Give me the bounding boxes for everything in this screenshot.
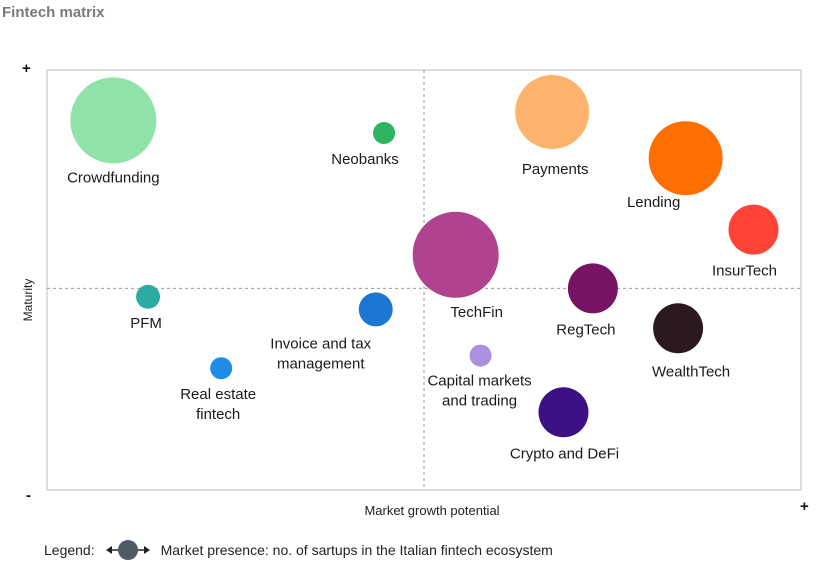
bubble-techfin (412, 211, 499, 298)
x-axis-label: Market growth potential (364, 503, 499, 518)
bubble-wealthtech (653, 303, 704, 354)
legend-text: Market presence: no. of sartups in the I… (160, 542, 553, 558)
legend-size-icon (105, 540, 150, 560)
bubble-chart: + - + Market growth potential Maturity Crowdf… (21, 60, 809, 518)
bubble-label-lending: Lending (627, 194, 680, 211)
chart-title: Fintech matrix (2, 4, 105, 21)
y-axis-low-marker: - (26, 487, 31, 504)
bubble-label-capital-markets-and-trading: Capital markets (427, 373, 531, 390)
bubble-neobanks (373, 122, 396, 144)
bubble-label-crowdfunding: Crowdfunding (67, 169, 160, 186)
bubble-label-techfin: TechFin (450, 304, 503, 321)
bubble-crypto-and-defi (538, 387, 589, 438)
bubble-label-pfm: PFM (130, 315, 162, 332)
bubble-lending (648, 121, 723, 196)
bubble-label-insurtech: InsurTech (712, 263, 777, 280)
bubble-label-real-estate-fintech: Real estate (180, 386, 256, 403)
y-axis-high-marker: + (22, 60, 31, 77)
bubble-label-real-estate-fintech: fintech (196, 406, 240, 423)
x-axis-high-marker: + (800, 498, 809, 515)
bubble-pfm (136, 284, 161, 309)
bubble-label-neobanks: Neobanks (331, 151, 399, 168)
bubble-payments (515, 75, 590, 149)
bubble-label-invoice-and-tax-management: Invoice and tax (270, 335, 371, 352)
y-axis-label: Maturity (21, 279, 35, 322)
bubble-label-payments: Payments (522, 161, 589, 178)
bubble-label-crypto-and-defi: Crypto and DeFi (510, 445, 619, 462)
bubble-capital-markets-and-trading (469, 344, 492, 367)
bubble-regtech (567, 263, 618, 314)
legend-label: Legend: (44, 542, 95, 558)
bubble-label-capital-markets-and-trading: and trading (442, 393, 517, 410)
bubble-real-estate-fintech (210, 357, 233, 380)
bubble-insurtech (728, 204, 779, 255)
legend: Legend: Market presence: no. of sartups … (44, 539, 553, 561)
bubble-label-wealthtech: WealthTech (652, 363, 730, 380)
bubble-label-invoice-and-tax-management: management (277, 355, 365, 372)
bubble-invoice-and-tax-management (358, 292, 393, 327)
bubble-label-regtech: RegTech (556, 321, 615, 338)
bubble-crowdfunding (70, 77, 157, 164)
